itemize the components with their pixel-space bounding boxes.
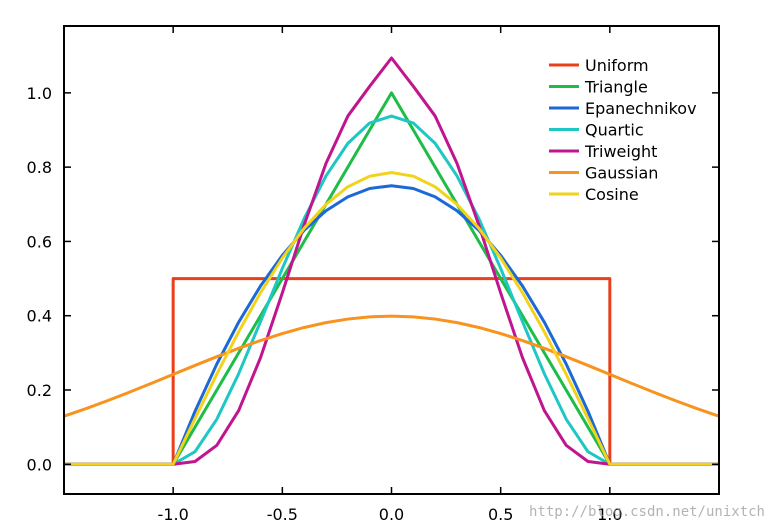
y-tick-label: 0.2 <box>27 381 52 400</box>
y-tick-label: 0.4 <box>27 307 52 326</box>
legend-label-cosine: Cosine <box>585 185 639 204</box>
series-line-gaussian <box>63 314 720 418</box>
x-tick-label: -1.0 <box>158 505 189 524</box>
y-tick-label: 0.0 <box>27 455 52 474</box>
legend-label-quartic: Quartic <box>585 121 644 140</box>
x-tick-label: 0.0 <box>379 505 404 524</box>
series-line-triweight <box>64 56 719 466</box>
series-line-cosine <box>64 171 719 466</box>
legend-label-gaussian: Gaussian <box>585 164 658 183</box>
x-tick-label: 1.0 <box>597 505 622 524</box>
legend-label-triangle: Triangle <box>584 78 648 97</box>
series-layer <box>63 56 720 466</box>
series-line-epanechnikov <box>64 184 719 466</box>
legend-label-epanechnikov: Epanechnikov <box>585 99 697 118</box>
legend-label-triweight: Triweight <box>584 142 657 161</box>
series-line-quartic <box>64 114 719 466</box>
x-tick-label: -0.5 <box>267 505 298 524</box>
legend: Uniform Triangle Epanechnikov Quartic Triwei… <box>549 56 697 204</box>
y-tick-label: 0.8 <box>27 158 52 177</box>
y-tick-label: 1.0 <box>27 84 52 103</box>
tick-layer: -1.0 -0.5 0.0 0.5 1.0 0.0 0.2 0.4 0.6 0.8 1.0 <box>27 26 719 524</box>
x-tick-label: 0.5 <box>488 505 513 524</box>
legend-label-uniform: Uniform <box>585 56 649 75</box>
y-tick-label: 0.6 <box>27 232 52 251</box>
watermark: http://blog.csdn.net/unixtch <box>529 504 765 520</box>
series-line-uniform <box>64 277 719 466</box>
